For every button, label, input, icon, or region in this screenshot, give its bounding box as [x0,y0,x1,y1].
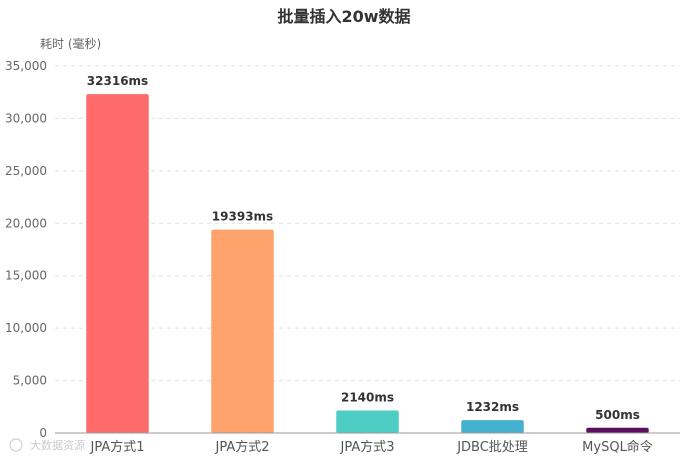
x-tick-label: MySQL命令 [582,439,653,455]
x-tick-label: JPA方式2 [214,439,269,455]
y-tick-label: 5,000 [13,374,47,388]
bar [86,94,149,434]
chart-title: 批量插入20w数据 [277,7,410,26]
y-tick-label: 25,000 [5,164,47,178]
y-axis-ticks: 0 5,000 10,000 15,000 20,000 25,000 30,000 35,0… [5,59,47,440]
y-axis-label: 耗时 (毫秒) [40,36,101,51]
bar [586,427,649,433]
data-label: 19393ms [212,210,273,224]
y-tick-label: 10,000 [5,321,47,335]
watermark: 大数据资源 [9,438,85,452]
y-tick-label: 30,000 [5,111,47,125]
data-label: 1232ms [466,400,519,414]
gridlines [55,65,680,382]
y-tick-label: 20,000 [5,216,47,230]
data-label: 2140ms [341,391,394,405]
data-label: 500ms [595,408,640,422]
bar [336,410,399,433]
y-tick-label: 15,000 [5,269,47,283]
x-axis-categories: JPA方式1 JPA方式2 JPA方式3 JDBC批处理 MySQL命令 [89,439,652,455]
x-tick-label: JDBC批处理 [456,440,528,455]
watermark-text: 大数据资源 [30,438,85,452]
x-tick-label: JPA方式1 [89,439,144,455]
data-label: 32316ms [87,74,148,88]
bars [86,94,649,434]
y-tick-label: 35,000 [5,59,47,73]
bar [211,229,274,433]
data-labels: 32316ms 19393ms 2140ms 1232ms 500ms [87,74,640,422]
y-tick-label: 0 [39,426,47,440]
bar [461,420,524,433]
watermark-logo-icon [9,438,23,452]
x-tick-label: JPA方式3 [339,439,394,455]
